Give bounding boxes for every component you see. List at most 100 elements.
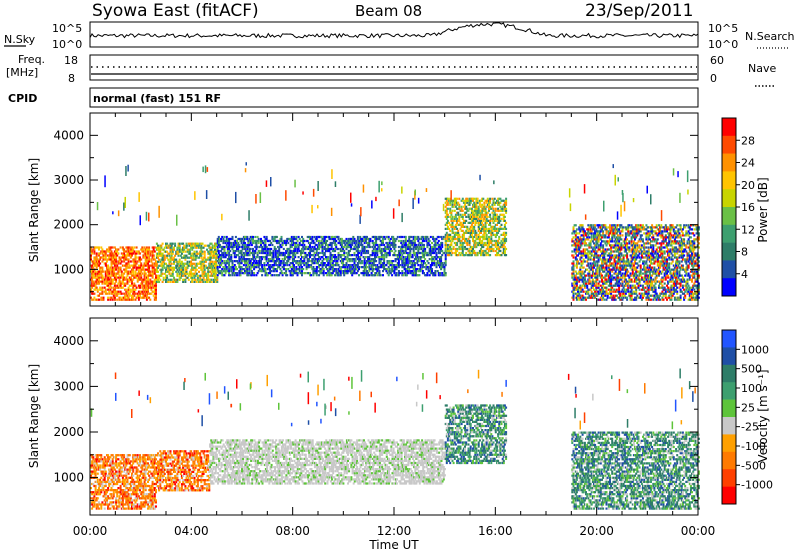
data-pixel (355, 245, 358, 249)
data-pixel (586, 284, 589, 287)
data-pixel (347, 239, 350, 243)
data-pixel (466, 225, 469, 228)
data-pixel (489, 223, 492, 226)
data-pixel (212, 262, 215, 265)
data-pixel (458, 219, 461, 222)
data-pixel (590, 266, 593, 269)
data-pixel (458, 205, 461, 208)
data-pixel (404, 241, 407, 245)
data-pixel (106, 266, 108, 269)
data-pixel (297, 235, 300, 239)
data-pixel (588, 280, 591, 283)
data-pixel (299, 272, 302, 275)
data-pixel (360, 237, 363, 241)
data-pixel (343, 239, 346, 243)
data-pixel (140, 264, 143, 267)
data-pixel (194, 244, 197, 247)
data-pixel (340, 249, 343, 253)
data-pixel (380, 256, 383, 259)
data-pixel (490, 247, 493, 251)
data-pixel (360, 254, 363, 257)
data-pixel (408, 247, 411, 251)
data-pixel (314, 237, 317, 241)
data-pixel (281, 262, 284, 265)
data-pixel (428, 274, 431, 277)
data-pixel (173, 256, 175, 259)
data-pixel (399, 256, 402, 259)
data-pixel (396, 254, 399, 257)
data-pixel (208, 278, 211, 281)
data-pixel (241, 237, 244, 241)
data-pixel (388, 239, 391, 243)
data-pixel (366, 245, 368, 249)
data-pixel (392, 241, 395, 245)
data-pixel (572, 296, 575, 299)
data-pixel (482, 229, 485, 232)
data-pixel (238, 243, 241, 247)
data-pixel (589, 256, 592, 259)
data-pixel (497, 241, 500, 245)
data-pixel (360, 266, 363, 269)
data-pixel (104, 256, 107, 259)
data-pixel (159, 254, 162, 257)
data-pixel (278, 245, 281, 249)
data-pixel (321, 256, 324, 259)
data-pixel (150, 286, 153, 289)
data-pixel (127, 266, 130, 269)
data-pixel (228, 254, 231, 257)
data-pixel (152, 280, 155, 283)
data-pixel (202, 262, 205, 265)
data-pixel (309, 237, 311, 241)
data-pixel (459, 239, 462, 243)
data-pixel (593, 274, 595, 277)
data-pixel (474, 221, 477, 224)
data-pixel (483, 227, 486, 230)
data-pixel (201, 250, 204, 253)
data-pixel (458, 247, 461, 251)
data-pixel (444, 209, 447, 212)
data-pixel (424, 251, 427, 255)
data-pixel (321, 260, 324, 263)
data-pixel (104, 252, 107, 255)
data-pixel (574, 238, 577, 241)
data-pixel (124, 296, 127, 299)
data-pixel (90, 288, 92, 291)
data-pixel (132, 278, 135, 281)
data-pixel (345, 264, 348, 267)
data-pixel (135, 262, 138, 265)
data-pixel (579, 272, 582, 275)
data-pixel (218, 264, 221, 267)
data-pixel (168, 272, 171, 275)
data-pixel (285, 251, 288, 255)
data-pixel (147, 296, 149, 299)
data-pixel (411, 254, 414, 257)
data-pixel (580, 226, 583, 229)
data-pixel (306, 272, 309, 275)
data-pixel (187, 248, 190, 251)
data-pixel (302, 256, 305, 259)
data-pixel (99, 262, 102, 265)
data-pixel (121, 274, 124, 277)
data-pixel (404, 268, 407, 271)
data-pixel (217, 272, 220, 275)
data-pixel (433, 256, 436, 259)
data-pixel (312, 239, 315, 243)
data-pixel (255, 245, 258, 249)
data-pixel (394, 266, 397, 269)
data-pixel (318, 256, 321, 259)
data-pixel (453, 237, 456, 241)
data-pixel (595, 288, 598, 291)
data-pixel (496, 231, 498, 234)
data-pixel (575, 258, 578, 261)
data-pixel (400, 245, 403, 249)
data-pixel (124, 250, 127, 253)
data-pixel (127, 296, 130, 299)
data-pixel (115, 252, 118, 255)
data-pixel (131, 268, 133, 271)
data-pixel (190, 276, 193, 279)
data-pixel (194, 278, 197, 281)
data-pixel (231, 272, 234, 275)
data-pixel (505, 231, 508, 234)
data-pixel (572, 230, 575, 233)
data-pixel (280, 262, 283, 265)
